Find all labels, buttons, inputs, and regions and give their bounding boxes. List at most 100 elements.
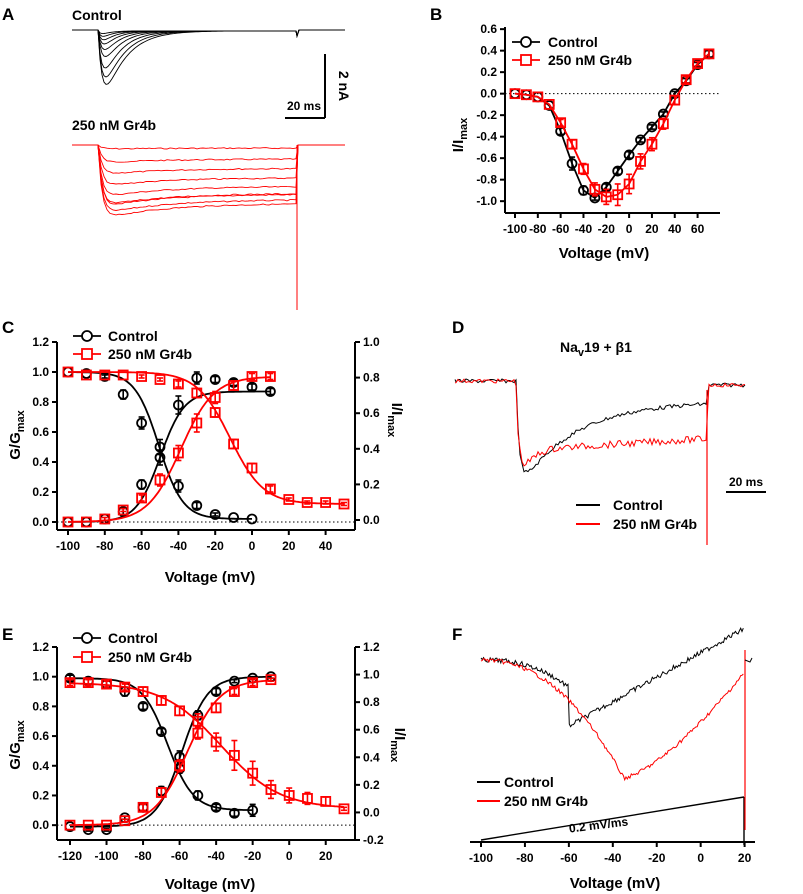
- panel-c-label: C: [2, 318, 14, 337]
- control-normalized-trace: [454, 378, 746, 473]
- voltage-ramp: [480, 796, 745, 841]
- data-point: [155, 695, 167, 706]
- data-point: [264, 386, 276, 397]
- fit-curve: [68, 371, 345, 505]
- panel-f-x-axis-label: Voltage (mV): [570, 875, 661, 892]
- panel-f-legend-control: Control: [504, 774, 554, 790]
- y-tick-label: 1.2: [32, 640, 49, 654]
- data-point: [657, 118, 669, 130]
- gr4b-current-trace: [72, 144, 345, 185]
- data-point: [246, 513, 258, 525]
- legend-control-marker: [520, 36, 532, 48]
- x-tick-label: 40: [668, 222, 682, 236]
- x-tick-label: -20: [598, 222, 616, 236]
- data-point: [137, 700, 149, 712]
- right-y-tick-label: 0.2: [363, 477, 380, 491]
- panel-e-left-y-axis-label: G/Gmax: [7, 719, 27, 769]
- data-point: [172, 447, 184, 459]
- data-point: [228, 512, 240, 523]
- control-current-trace: [72, 29, 345, 85]
- panel-b-legend: Control 250 nM Gr4b: [512, 34, 632, 68]
- x-tick-label: -100: [56, 539, 80, 553]
- gr4b-current-trace: [72, 144, 345, 174]
- x-tick-label: -40: [575, 222, 593, 236]
- data-point: [612, 165, 624, 177]
- data-point: [64, 819, 76, 831]
- data-point: [101, 819, 112, 831]
- x-tick-label: 40: [319, 539, 333, 553]
- x-tick-label: -20: [207, 539, 225, 553]
- x-tick-label: -80: [529, 222, 547, 236]
- data-point: [209, 407, 221, 418]
- y-tick-label: 0.4: [480, 44, 497, 58]
- panel-e-label: E: [2, 625, 13, 644]
- x-tick-label: 0: [697, 851, 704, 865]
- data-point: [99, 369, 111, 381]
- data-point: [136, 417, 148, 429]
- x-tick-label: -40: [207, 849, 225, 863]
- data-point: [302, 793, 313, 804]
- data-point: [635, 134, 646, 146]
- panel-b-label: B: [430, 5, 442, 24]
- right-y-tick-label: 0.6: [363, 406, 380, 420]
- y-tick-label: 0.6: [32, 729, 49, 743]
- data-point: [646, 121, 658, 133]
- data-point: [669, 94, 681, 106]
- data-point: [192, 790, 204, 801]
- data-point: [320, 796, 332, 807]
- data-point: [555, 117, 567, 129]
- y-tick-label: 0.0: [480, 87, 497, 101]
- panel-b-x-axis-label: Voltage (mV): [559, 245, 650, 262]
- legend-gr4b-marker: [81, 651, 93, 663]
- data-point: [191, 500, 203, 511]
- data-point: [543, 99, 555, 110]
- y-tick-label: -1.0: [476, 194, 497, 208]
- x-tick-label: 0: [249, 539, 256, 553]
- panel-d-legend-gr4b: 250 nM Gr4b: [613, 516, 697, 532]
- gr4b-current-trace: [72, 144, 345, 204]
- panel-d-title: Nav19 + β1: [560, 339, 632, 359]
- panel-c-legend-control: Control: [108, 328, 158, 344]
- data-point: [210, 736, 222, 748]
- data-point: [246, 381, 258, 393]
- control-ramp-current: [480, 626, 744, 728]
- data-point: [265, 674, 277, 686]
- data-point: [119, 815, 131, 827]
- right-y-tick-label: 0.4: [363, 750, 380, 764]
- y-tick-label: 0.0: [32, 818, 49, 832]
- data-point: [532, 91, 544, 103]
- data-point: [338, 803, 350, 815]
- x-tick-label: -60: [133, 539, 151, 553]
- y-tick-label: 0.0: [32, 515, 49, 529]
- data-point: [228, 686, 240, 697]
- data-point: [301, 497, 313, 508]
- right-y-tick-label: 1.0: [363, 668, 380, 682]
- data-point: [192, 727, 204, 739]
- y-tick-label: 0.6: [480, 22, 497, 36]
- panel-d-legend-control: Control: [613, 497, 663, 513]
- panel-b-legend-gr4b: 250 nM Gr4b: [548, 52, 632, 68]
- panel-a-time-scale-label: 20 ms: [287, 99, 321, 113]
- data-point: [228, 380, 240, 391]
- fit-curve: [69, 682, 345, 808]
- data-point: [228, 438, 240, 450]
- data-point: [137, 686, 149, 697]
- data-point: [191, 417, 203, 429]
- right-y-tick-label: 0.0: [363, 513, 380, 527]
- y-tick-label: -0.2: [476, 108, 497, 122]
- x-tick-label: 0: [626, 222, 633, 236]
- y-tick-label: 1.0: [32, 670, 49, 684]
- panel-b: B -1.0 -0.8 -0.6 -0.4 -0.2 0.0 0.2 0.4 0.6 -100 -8…: [430, 5, 720, 262]
- panel-c-legend-gr4b: 250 nM Gr4b: [108, 346, 192, 362]
- panel-a: A Control 250 nM Gr4b 2 nA 20 ms: [2, 5, 352, 310]
- data-point: [99, 513, 111, 525]
- panel-e-legend-gr4b: 250 nM Gr4b: [108, 649, 192, 665]
- data-point: [703, 48, 715, 60]
- data-point: [283, 494, 295, 505]
- data-point: [101, 678, 112, 690]
- x-tick-label: 20: [738, 851, 752, 865]
- x-tick-label: 20: [645, 222, 659, 236]
- y-tick-label: 0.2: [32, 788, 49, 802]
- y-tick-label: 0.2: [32, 485, 49, 499]
- panel-b-y-axis-label: I/Imax: [450, 117, 470, 152]
